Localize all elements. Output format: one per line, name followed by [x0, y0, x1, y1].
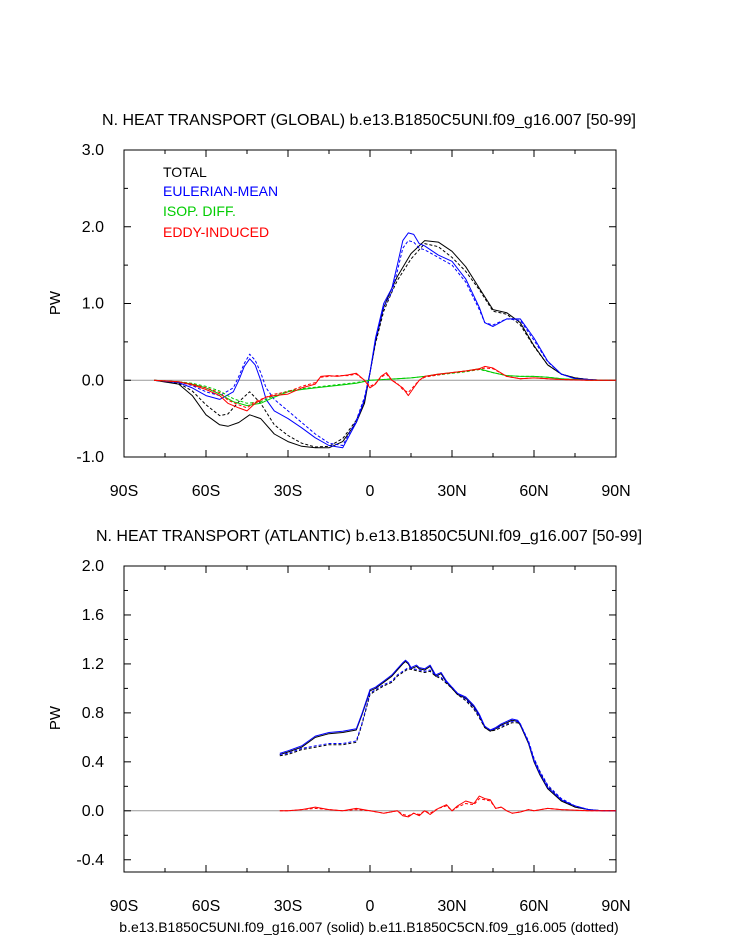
global-xtick-label: 60N [519, 483, 548, 500]
global-series-isop-diff-solid [154, 368, 616, 407]
atlantic-plot-frame [123, 565, 617, 873]
global-series-eddy-induced-solid [154, 365, 616, 412]
global-ytick-label: 2.0 [82, 219, 104, 236]
global-xtick-label: 30N [437, 483, 466, 500]
atlantic-xtick-label: 60N [519, 898, 548, 915]
global-xtick-label: 30S [274, 483, 302, 500]
atlantic-ytick-label: 1.2 [82, 656, 104, 673]
atlantic-ytick-label: 0.0 [82, 803, 104, 820]
atlantic-axis-ticks: 90S 60S 30S 0 30N 60N 90N -0.4 0.0 0.4 0.8 1.2 1.6 2.… [76, 558, 630, 915]
global-xtick-label: 90S [110, 483, 138, 500]
legend-eulerian-mean: EULERIAN-MEAN [163, 183, 278, 199]
atlantic-series-eulerian-mean-solid [279, 659, 616, 812]
atlantic-xtick-label: 0 [366, 898, 375, 915]
atlantic-ytick-label: -0.4 [76, 852, 104, 869]
global-series-eddy-induced-dotted [154, 367, 616, 409]
atlantic-ytick-label: 0.4 [82, 754, 104, 771]
global-series-group [154, 232, 616, 449]
atlantic-xtick-label: 30N [437, 898, 466, 915]
global-axis-ticks: 90S 60S 30S 0 30N 60N 90N -1.0 0.0 1.0 2.0 3.0 [76, 142, 630, 500]
global-ytick-label: 1.0 [82, 296, 104, 313]
global-ytick-label: 3.0 [82, 142, 104, 159]
global-series-isop-diff-dotted [154, 369, 616, 404]
global-y-axis-label: PW [47, 290, 64, 315]
atlantic-xtick-label: 90S [110, 898, 138, 915]
atlantic-xtick-label: 60S [192, 898, 220, 915]
atlantic-xtick-label: 90N [601, 898, 630, 915]
global-panel: N. HEAT TRANSPORT (GLOBAL) b.e13.B1850C5… [47, 112, 636, 500]
global-series-eulerian-mean-dotted [154, 240, 616, 446]
global-xtick-label: 60S [192, 483, 220, 500]
global-ytick-label: -1.0 [76, 449, 104, 466]
footer-caption: b.e13.B1850C5UNI.f09_g16.007 (solid) b.e… [119, 919, 618, 935]
legend-total: TOTAL [163, 164, 207, 180]
global-xtick-label: 0 [366, 483, 375, 500]
atlantic-series-eddy-induced-dotted [279, 798, 616, 817]
global-series-total-dotted [154, 243, 616, 448]
atlantic-series-eddy-induced-solid [279, 795, 616, 818]
atlantic-ytick-label: 0.8 [82, 705, 104, 722]
global-chart-title: N. HEAT TRANSPORT (GLOBAL) b.e13.B1850C5… [102, 112, 636, 129]
global-series-eulerian-mean-solid [154, 232, 616, 449]
legend-eddy-induced: EDDY-INDUCED [163, 224, 269, 240]
atlantic-y-axis-label: PW [47, 705, 64, 730]
atlantic-ytick-label: 2.0 [82, 558, 104, 575]
atlantic-xtick-label: 30S [274, 898, 302, 915]
atlantic-series-group [279, 659, 616, 818]
global-legend: TOTAL EULERIAN-MEAN ISOP. DIFF. EDDY-IND… [163, 164, 278, 240]
atlantic-series-eulerian-mean-dotted [279, 667, 616, 812]
global-xtick-label: 90N [601, 483, 630, 500]
atlantic-ytick-label: 1.6 [82, 607, 104, 624]
atlantic-chart-title: N. HEAT TRANSPORT (ATLANTIC) b.e13.B1850… [96, 528, 642, 545]
atlantic-panel: N. HEAT TRANSPORT (ATLANTIC) b.e13.B1850… [47, 528, 642, 915]
atlantic-series-total-dotted [279, 668, 616, 812]
atlantic-series-total-solid [279, 661, 616, 812]
global-series-total-solid [154, 240, 616, 449]
legend-isop-diff: ISOP. DIFF. [163, 203, 236, 219]
global-ytick-label: 0.0 [82, 372, 104, 389]
